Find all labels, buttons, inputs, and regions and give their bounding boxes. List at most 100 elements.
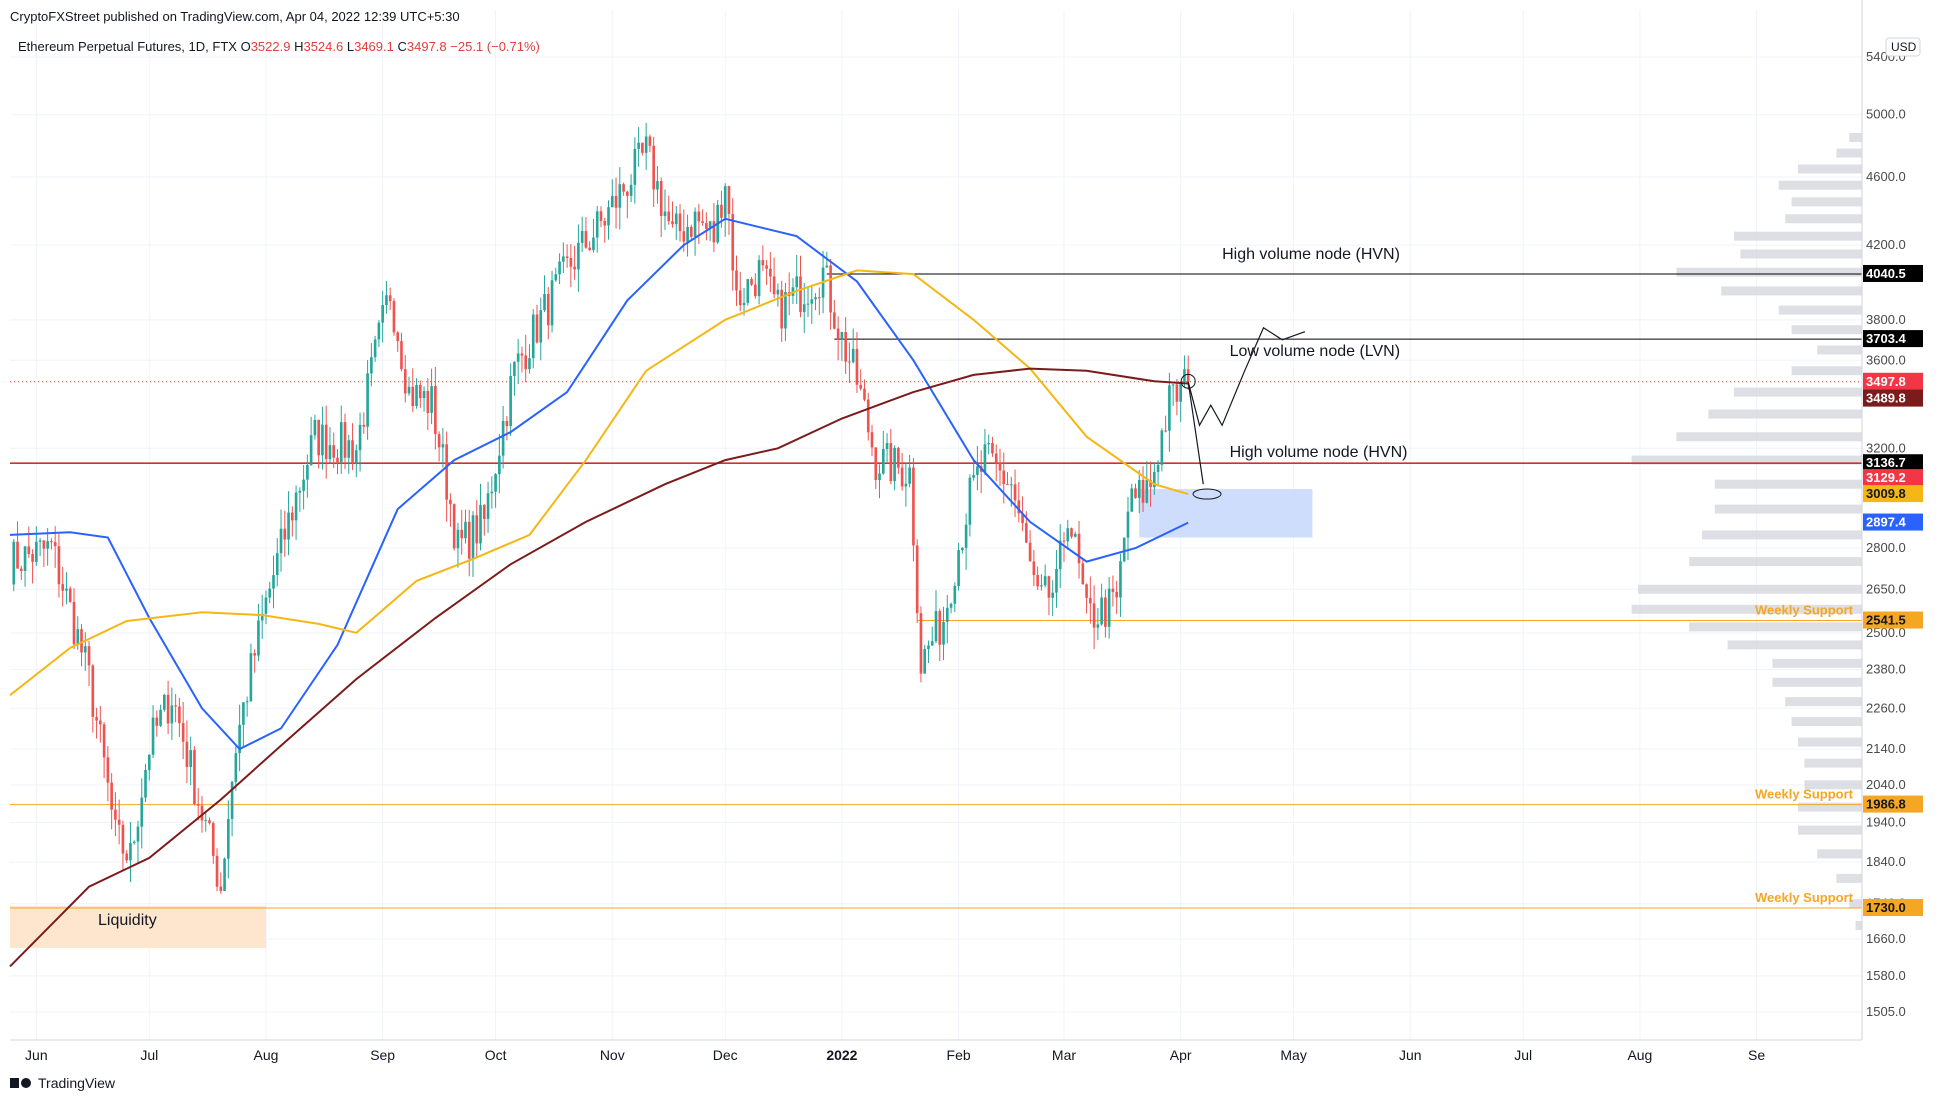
candle-body <box>16 541 19 569</box>
candle-body <box>945 607 949 622</box>
candle-body <box>132 841 136 843</box>
volume-profile-bar <box>1798 737 1862 747</box>
candle-body <box>964 524 968 548</box>
candle-body <box>817 297 821 299</box>
candle-body <box>705 222 708 229</box>
candle-body <box>784 291 787 329</box>
candle-body <box>595 211 599 238</box>
candle-body <box>1013 484 1017 501</box>
candle-body <box>396 332 400 342</box>
candle-body <box>400 341 403 370</box>
volume-profile-bar <box>1791 197 1862 207</box>
candle-body <box>565 256 569 258</box>
candle-body <box>290 512 294 521</box>
candle-body <box>588 247 592 251</box>
candle-body <box>366 373 369 427</box>
candle-body <box>219 886 223 891</box>
candle-body <box>42 540 46 549</box>
candle-body <box>735 270 738 291</box>
candle-body <box>50 541 53 543</box>
time-tick-label: May <box>1280 1047 1306 1063</box>
candle-body <box>106 757 110 783</box>
candle-body <box>844 331 847 362</box>
candle-body <box>870 432 874 448</box>
candle-body <box>381 305 384 323</box>
time-tick-label: Aug <box>1627 1047 1652 1063</box>
candle-body <box>701 221 704 223</box>
candle-body <box>712 221 716 243</box>
candle-body <box>279 528 283 554</box>
open-label: O <box>240 39 251 54</box>
candle-body <box>912 467 915 546</box>
candle-body <box>874 447 878 481</box>
candle-body <box>580 231 584 243</box>
price-axis-panel <box>1862 0 1941 1104</box>
candle-body <box>848 361 851 363</box>
candle-body <box>80 629 83 653</box>
candle-body <box>445 444 448 500</box>
time-tick-label: Dec <box>713 1047 738 1063</box>
price-tag-box <box>1863 389 1923 407</box>
candle-body <box>227 818 230 859</box>
candle-body <box>434 386 437 435</box>
price-tag-label: 2541.5 <box>1866 613 1906 628</box>
volume-profile-bar <box>1855 921 1862 931</box>
candle-body <box>1096 624 1100 628</box>
level-annotation: Weekly Support <box>1755 890 1854 905</box>
footer-brand[interactable]: TradingView <box>10 1075 115 1091</box>
price-tick-label: 2380.0 <box>1866 662 1906 677</box>
candle-body <box>347 440 351 458</box>
time-tick-label: Oct <box>485 1047 507 1063</box>
volume-profile-bar <box>1702 530 1862 540</box>
candle-body <box>795 276 799 288</box>
candle-body <box>234 753 238 782</box>
candle-body <box>772 276 776 295</box>
candle-body <box>720 204 723 218</box>
candle-body <box>140 797 144 827</box>
candle-body <box>125 853 129 861</box>
projection-sketch <box>1187 381 1204 485</box>
candle-body <box>750 279 753 285</box>
candle-body <box>776 289 780 295</box>
candle-body <box>1055 569 1058 593</box>
candle-body <box>467 521 471 559</box>
price-tag-box <box>1863 454 1923 472</box>
candle-body <box>543 293 546 311</box>
candle-body <box>1119 561 1122 598</box>
candle-body <box>1160 430 1164 465</box>
candle-body <box>403 369 407 394</box>
candle-body <box>490 491 494 494</box>
candle-body <box>1126 511 1130 538</box>
candle-body <box>599 211 603 221</box>
candle-body <box>253 653 256 656</box>
candle-body <box>1153 471 1156 488</box>
price-tag-box <box>1863 485 1923 503</box>
candle-body <box>339 422 343 463</box>
price-tag-box <box>1863 469 1923 487</box>
candle-body <box>1073 533 1077 537</box>
volume-profile-bar <box>1778 305 1862 315</box>
candle-body <box>829 265 832 313</box>
candle-body <box>761 260 765 266</box>
candle-body <box>656 181 659 190</box>
price-tick-label: 4600.0 <box>1866 169 1906 184</box>
price-tick-label: 1505.0 <box>1866 1004 1906 1019</box>
candle-body <box>204 820 208 822</box>
volume-profile-bar <box>1638 584 1862 594</box>
high-value: 3524.6 <box>303 39 344 54</box>
level-annotation: Weekly Support <box>1755 787 1854 802</box>
candle-body <box>1085 584 1088 598</box>
candle-body <box>746 279 750 303</box>
candle-body <box>1066 528 1070 542</box>
volume-profile-bar <box>1798 825 1862 835</box>
price-tick-label: 2800.0 <box>1866 540 1906 555</box>
candle-body <box>663 211 667 216</box>
price-tag-label: 1730.0 <box>1866 900 1906 915</box>
candle-body <box>840 331 844 340</box>
price-tag-label: 4040.5 <box>1866 266 1906 281</box>
candle-body <box>998 463 1002 471</box>
candle-body <box>957 550 960 587</box>
candle-body <box>1168 385 1171 431</box>
